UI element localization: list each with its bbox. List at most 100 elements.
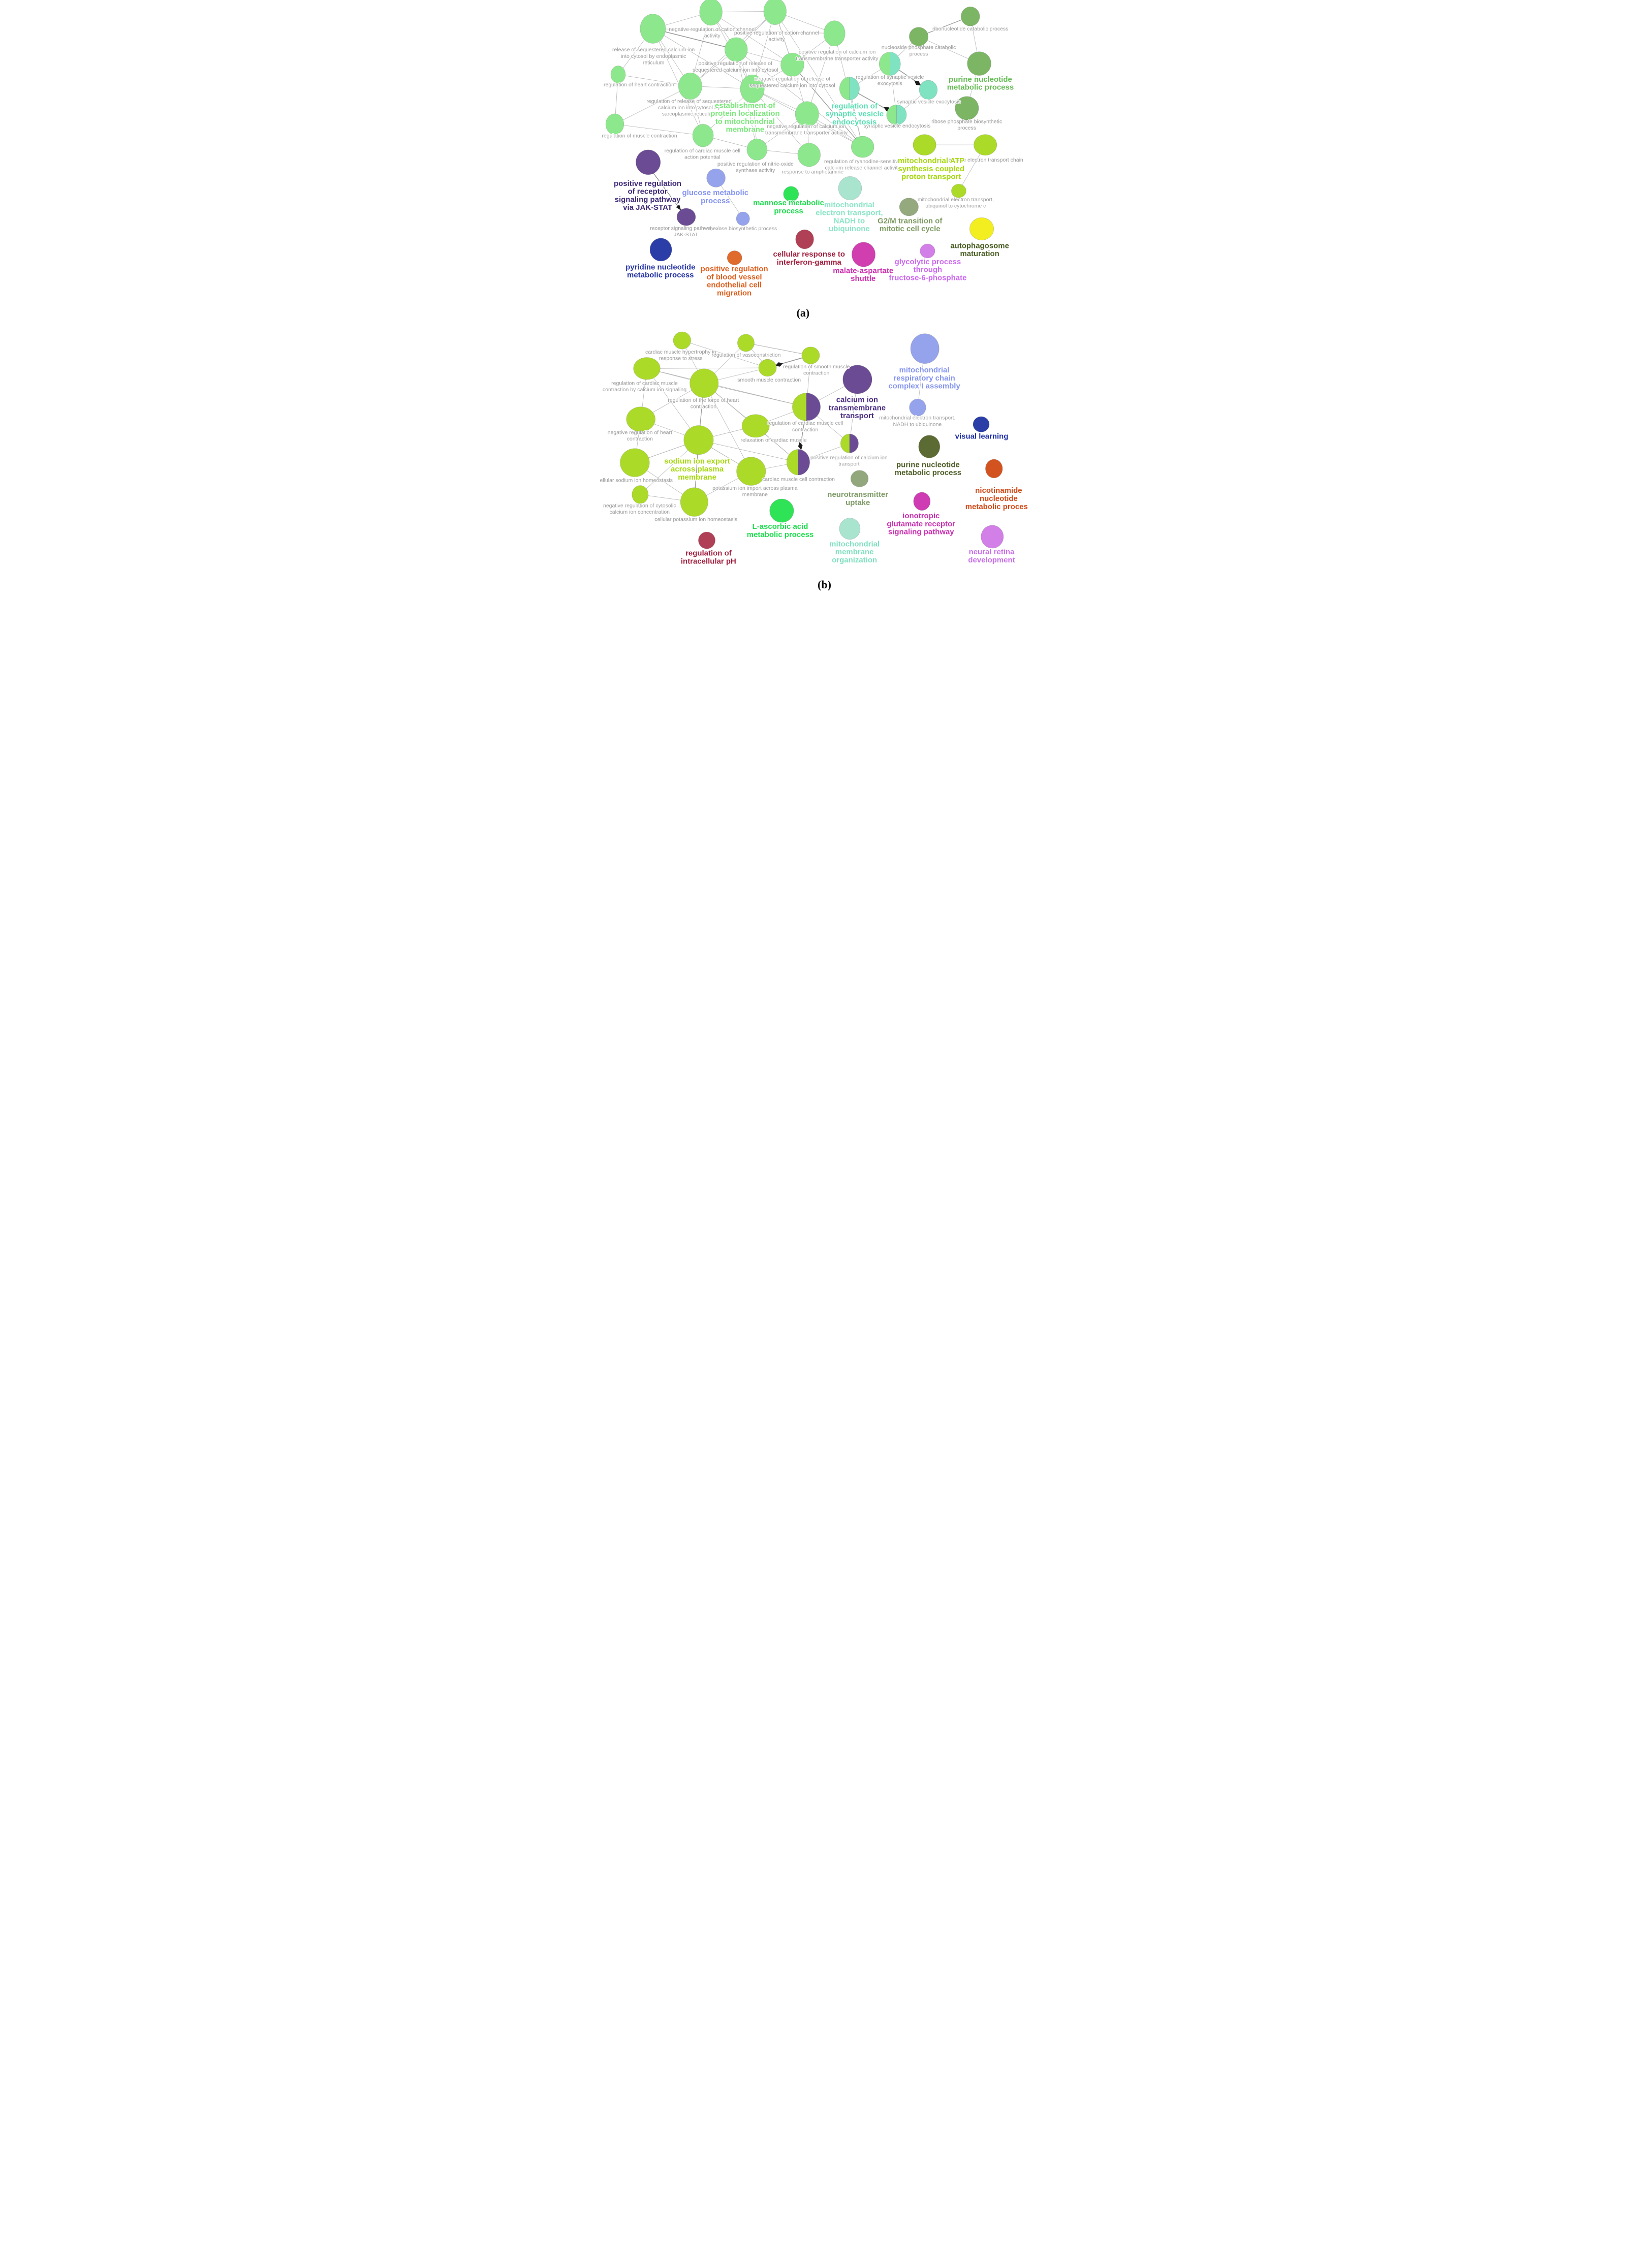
cluster-label: glucose metabolic process xyxy=(682,188,748,205)
node-label: cardiac muscle hypertrophy in response to… xyxy=(645,349,716,362)
node-synD[interactable] xyxy=(886,105,907,125)
node-ellipse xyxy=(692,124,714,147)
node-glu1[interactable] xyxy=(706,168,726,187)
node-synA[interactable] xyxy=(879,52,901,76)
node-g13[interactable] xyxy=(746,139,768,161)
node-b22[interactable] xyxy=(851,470,869,487)
node-label: negative regulation of calcium ion transm… xyxy=(765,123,848,136)
edge-g1-g4 xyxy=(652,28,835,34)
node-b24[interactable] xyxy=(913,492,931,511)
node-b8[interactable] xyxy=(741,414,770,438)
node-half-right xyxy=(798,449,810,476)
node-ellipse xyxy=(690,368,719,398)
node-g3[interactable] xyxy=(763,0,787,25)
node-g8[interactable] xyxy=(780,53,804,77)
node-g4[interactable] xyxy=(823,20,846,46)
node-b5[interactable] xyxy=(633,357,661,380)
cluster-label: malate-aspartate shuttle xyxy=(833,266,893,283)
node-b16[interactable] xyxy=(840,433,859,453)
node-jak1[interactable] xyxy=(636,149,661,175)
node-g2[interactable] xyxy=(699,0,723,26)
node-g2m[interactable] xyxy=(899,198,919,216)
node-g9[interactable] xyxy=(740,74,765,103)
node-b11[interactable] xyxy=(620,448,650,477)
node-atpL[interactable] xyxy=(913,134,936,155)
cluster-label: cellular response to interferon-gamma xyxy=(773,250,845,267)
node-b10[interactable] xyxy=(683,425,714,455)
node-ellipse xyxy=(967,51,991,76)
node-ellipse xyxy=(737,334,755,352)
node-b15[interactable] xyxy=(787,449,810,476)
node-b12[interactable] xyxy=(736,457,766,486)
node-g12[interactable] xyxy=(692,124,714,147)
node-man[interactable] xyxy=(783,186,799,202)
node-label: negative regulation of cation channel act… xyxy=(669,26,756,39)
node-b27[interactable] xyxy=(769,498,794,523)
node-ellipse xyxy=(626,406,655,432)
node-ellipse xyxy=(673,331,691,350)
node-b3[interactable] xyxy=(801,346,820,364)
node-ifg[interactable] xyxy=(795,229,814,249)
node-g10[interactable] xyxy=(795,101,819,127)
node-jak2[interactable] xyxy=(676,208,696,226)
node-g5[interactable] xyxy=(610,66,626,83)
node-b1[interactable] xyxy=(673,331,691,350)
node-g6[interactable] xyxy=(678,72,702,100)
node-b14[interactable] xyxy=(680,487,708,517)
node-mal[interactable] xyxy=(852,242,875,267)
node-half-right xyxy=(890,52,901,76)
node-ellipse xyxy=(913,134,936,155)
node-synC[interactable] xyxy=(919,80,938,100)
node-auto[interactable] xyxy=(969,217,994,240)
node-b28[interactable] xyxy=(698,531,715,549)
node-b4[interactable] xyxy=(758,359,777,377)
node-ellipse xyxy=(909,27,928,46)
node-gly[interactable] xyxy=(920,243,935,259)
node-b9[interactable] xyxy=(792,393,821,421)
node-b7[interactable] xyxy=(626,406,655,432)
node-g7[interactable] xyxy=(725,37,748,62)
node-half-left xyxy=(792,393,807,421)
node-pyr[interactable] xyxy=(649,238,672,262)
node-ellipse xyxy=(839,518,861,540)
node-g14[interactable] xyxy=(851,136,874,158)
cluster-label: positive regulation of receptor signaling … xyxy=(614,179,681,212)
node-ellipse xyxy=(920,243,935,259)
edge-g11-g12 xyxy=(614,124,703,136)
node-b23[interactable] xyxy=(985,459,1003,479)
node-g11[interactable] xyxy=(605,113,624,135)
node-b2[interactable] xyxy=(737,334,755,352)
node-b19[interactable] xyxy=(909,398,926,417)
node-ellipse xyxy=(620,448,650,477)
node-g15[interactable] xyxy=(797,143,821,167)
node-g1[interactable] xyxy=(640,14,666,44)
cluster-label: regulation of intracellular pH xyxy=(681,549,736,566)
node-ellipse xyxy=(763,0,787,25)
node-ribose[interactable] xyxy=(955,96,979,120)
node-label: receptor signaling pathway via JAK-STAT xyxy=(650,226,722,238)
node-b21[interactable] xyxy=(918,435,941,458)
edge-g1-g7 xyxy=(652,28,736,50)
node-b26[interactable] xyxy=(839,518,861,540)
node-label: synaptic vesicle endocytosis xyxy=(864,123,931,129)
node-b6[interactable] xyxy=(690,368,719,398)
node-label: ribonucleotide catabolic process xyxy=(932,26,1008,32)
node-label: aerobic electron transport chain xyxy=(949,157,1023,163)
node-org[interactable] xyxy=(727,250,742,265)
diamond-arrowhead-icon xyxy=(798,442,803,450)
node-ellipse xyxy=(746,139,768,161)
node-glu2[interactable] xyxy=(736,211,750,226)
node-nadh[interactable] xyxy=(838,176,862,200)
node-pur3[interactable] xyxy=(967,51,991,76)
node-atpR[interactable] xyxy=(974,134,997,155)
node-pur2[interactable] xyxy=(909,27,928,46)
cluster-label: purine nucleotide metabolic process xyxy=(895,460,961,477)
node-b25[interactable] xyxy=(981,525,1004,549)
node-b20[interactable] xyxy=(973,416,990,432)
node-synB[interactable] xyxy=(839,77,860,101)
node-pur1[interactable] xyxy=(961,7,980,26)
node-b13[interactable] xyxy=(632,485,649,504)
node-atpS[interactable] xyxy=(951,184,966,198)
node-b17[interactable] xyxy=(842,365,872,394)
node-b18[interactable] xyxy=(910,333,940,364)
